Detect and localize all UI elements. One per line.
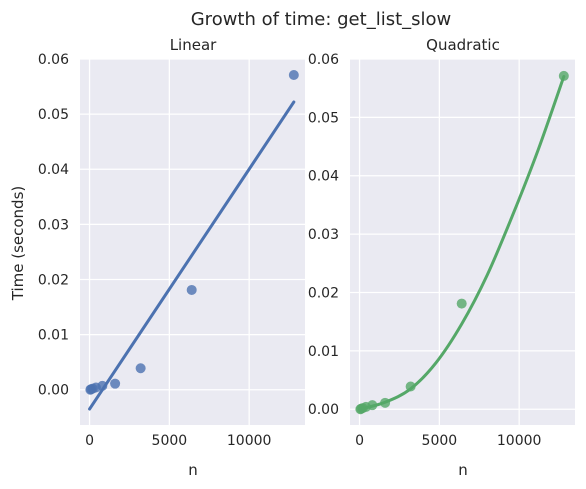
y-tick-label: 0.01 bbox=[38, 328, 69, 344]
y-tick-label: 0.05 bbox=[308, 110, 339, 126]
subplot-title-linear: Linear bbox=[170, 36, 217, 54]
data-point bbox=[97, 380, 108, 391]
fit-curve-quadratic bbox=[358, 75, 566, 411]
x-tick-labels-linear: 0 5000 10000 bbox=[85, 433, 271, 449]
data-point bbox=[186, 284, 197, 295]
x-tick-labels-quadratic: 0 5000 10000 bbox=[355, 433, 541, 449]
grid-linear bbox=[80, 58, 305, 425]
y-tick-label: 0.04 bbox=[308, 169, 339, 185]
subplot-quadratic: 0 5000 10000 0.000.010.020.030.040.050.06 … bbox=[308, 36, 575, 479]
data-point bbox=[135, 363, 146, 374]
x-tick-label: 5000 bbox=[422, 433, 458, 449]
points-linear bbox=[85, 69, 299, 395]
figure-title: Growth of time: get_list_slow bbox=[191, 9, 452, 30]
y-tick-label: 0.05 bbox=[38, 107, 69, 123]
subplot-linear: 0 5000 10000 0.000.010.020.030.040.050.06 … bbox=[9, 36, 305, 479]
data-point bbox=[456, 298, 467, 309]
y-tick-label: 0.03 bbox=[308, 227, 339, 243]
x-axis-label-linear: n bbox=[188, 461, 198, 479]
y-tick-label: 0.03 bbox=[38, 217, 69, 233]
plot-area-quadratic bbox=[350, 59, 575, 425]
y-tick-labels-quadratic: 0.00 0.01 0.02 0.03 0.04 0.05 0.06 bbox=[308, 52, 339, 418]
subplot-title-quadratic: Quadratic bbox=[426, 36, 500, 54]
x-tick-label: 10000 bbox=[227, 433, 272, 449]
data-point bbox=[380, 397, 391, 408]
x-tick-label: 5000 bbox=[152, 433, 188, 449]
y-tick-label: 0.01 bbox=[308, 344, 339, 360]
y-tick-label: 0.02 bbox=[38, 272, 69, 288]
y-tick-label: 0.06 bbox=[38, 52, 69, 68]
data-point bbox=[110, 378, 121, 389]
fit-line bbox=[358, 75, 566, 411]
fit-line bbox=[88, 100, 296, 411]
y-tick-labels-linear: 0.00 0.01 0.02 0.03 0.04 0.05 0.06 bbox=[38, 52, 69, 399]
x-tick-label: 0 bbox=[85, 433, 94, 449]
x-axis-label-quadratic: n bbox=[458, 461, 468, 479]
grid-quadratic bbox=[350, 58, 575, 425]
data-point bbox=[288, 69, 299, 80]
x-tick-label: 10000 bbox=[497, 433, 542, 449]
y-axis-label: Time (seconds) bbox=[9, 186, 27, 302]
x-tick-label: 0 bbox=[355, 433, 364, 449]
plot-area-linear bbox=[80, 59, 305, 425]
data-point bbox=[405, 381, 416, 392]
points-quadratic bbox=[355, 70, 569, 415]
y-tick-label: 0.00 bbox=[38, 383, 69, 399]
y-tick-label: 0.06 bbox=[308, 52, 339, 68]
fit-line-linear bbox=[88, 100, 296, 411]
y-tick-label: 0.02 bbox=[308, 285, 339, 301]
data-point bbox=[367, 400, 378, 411]
y-tick-label: 0.00 bbox=[308, 402, 339, 418]
data-point bbox=[558, 70, 569, 81]
y-tick-label: 0.04 bbox=[38, 162, 69, 178]
